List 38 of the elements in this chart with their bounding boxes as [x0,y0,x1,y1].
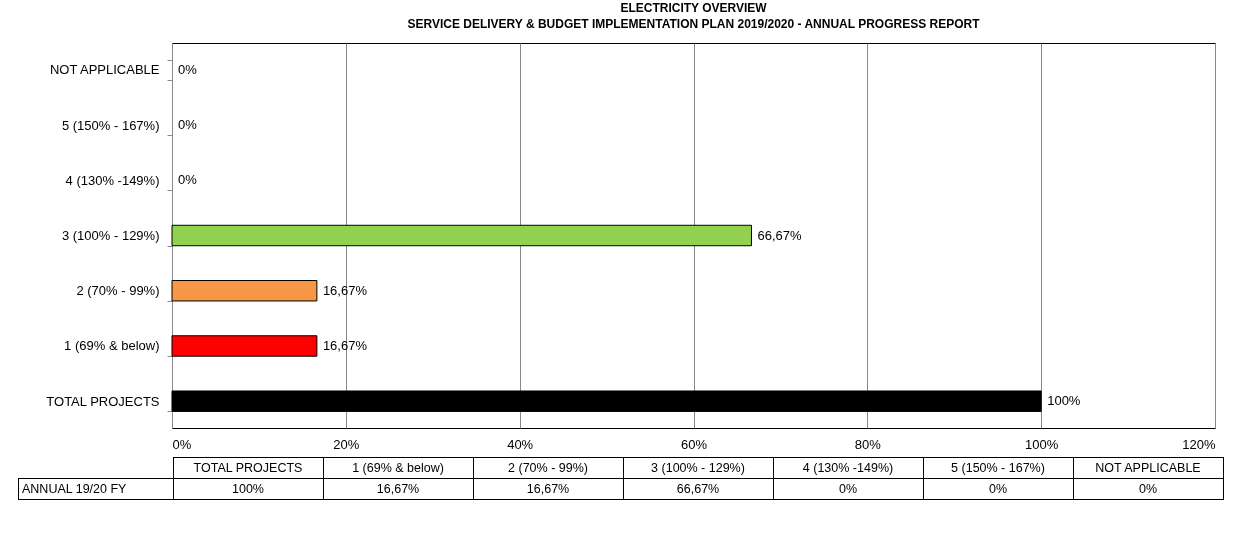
text: ANNUAL 19/20 FY [18,478,173,500]
category-label: 3 (100% - 129%) [651,461,745,475]
x-tick-label: 40% [507,436,534,452]
x-tick-label: 0% [172,436,192,452]
category-label: TOTAL PROJECTS [193,461,303,475]
category-label: 5 (150% - 167%) [951,461,1045,475]
text: 16,67% [376,482,420,496]
data-label: 0% [178,61,198,77]
chart-title: ELECTRICITY OVERVIEW [620,1,768,15]
data-label: 0% [178,117,198,133]
text: 16,67% [526,482,570,496]
data-label: 16,67% [322,282,368,298]
text: 66,67% [676,482,720,496]
data-label: 100% [1047,393,1081,409]
data-label: 66,67% [757,227,803,243]
x-tick-label: 120% [1182,436,1216,452]
category-label: NOT APPLICABLE [1095,461,1201,475]
y-tick-label: 2 (70% - 99%) [76,283,160,299]
category-label: 1 (69% & below) [352,461,444,475]
text: 0% [1138,482,1158,496]
text: 0% [838,482,858,496]
y-tick-label: 4 (130% -149%) [65,172,160,188]
data-label: 16,67% [322,337,368,353]
text: 100% [232,482,264,496]
x-tick-label: 100% [1025,436,1059,452]
x-tick-label: 80% [854,436,882,452]
category-label: 4 (130% -149%) [802,461,894,475]
category-label: 2 (70% - 99%) [508,461,588,475]
y-tick-label: 1 (69% & below) [64,338,160,354]
x-tick-label: 20% [333,436,360,452]
text: 0% [988,482,1008,496]
y-tick-label: 5 (150% - 167%) [61,117,160,133]
y-tick-label: TOTAL PROJECTS [46,393,160,409]
y-tick-label: NOT APPLICABLE [49,62,160,78]
chart-subtitle: SERVICE DELIVERY & BUDGET IMPLEMENTATION PLAN 2019/2020 - ANNUAL PROGRESS REPORT [407,17,981,31]
x-tick-label: 60% [680,436,708,452]
y-tick-label: 3 (100% - 129%) [61,228,160,243]
data-label: 0% [178,172,198,188]
